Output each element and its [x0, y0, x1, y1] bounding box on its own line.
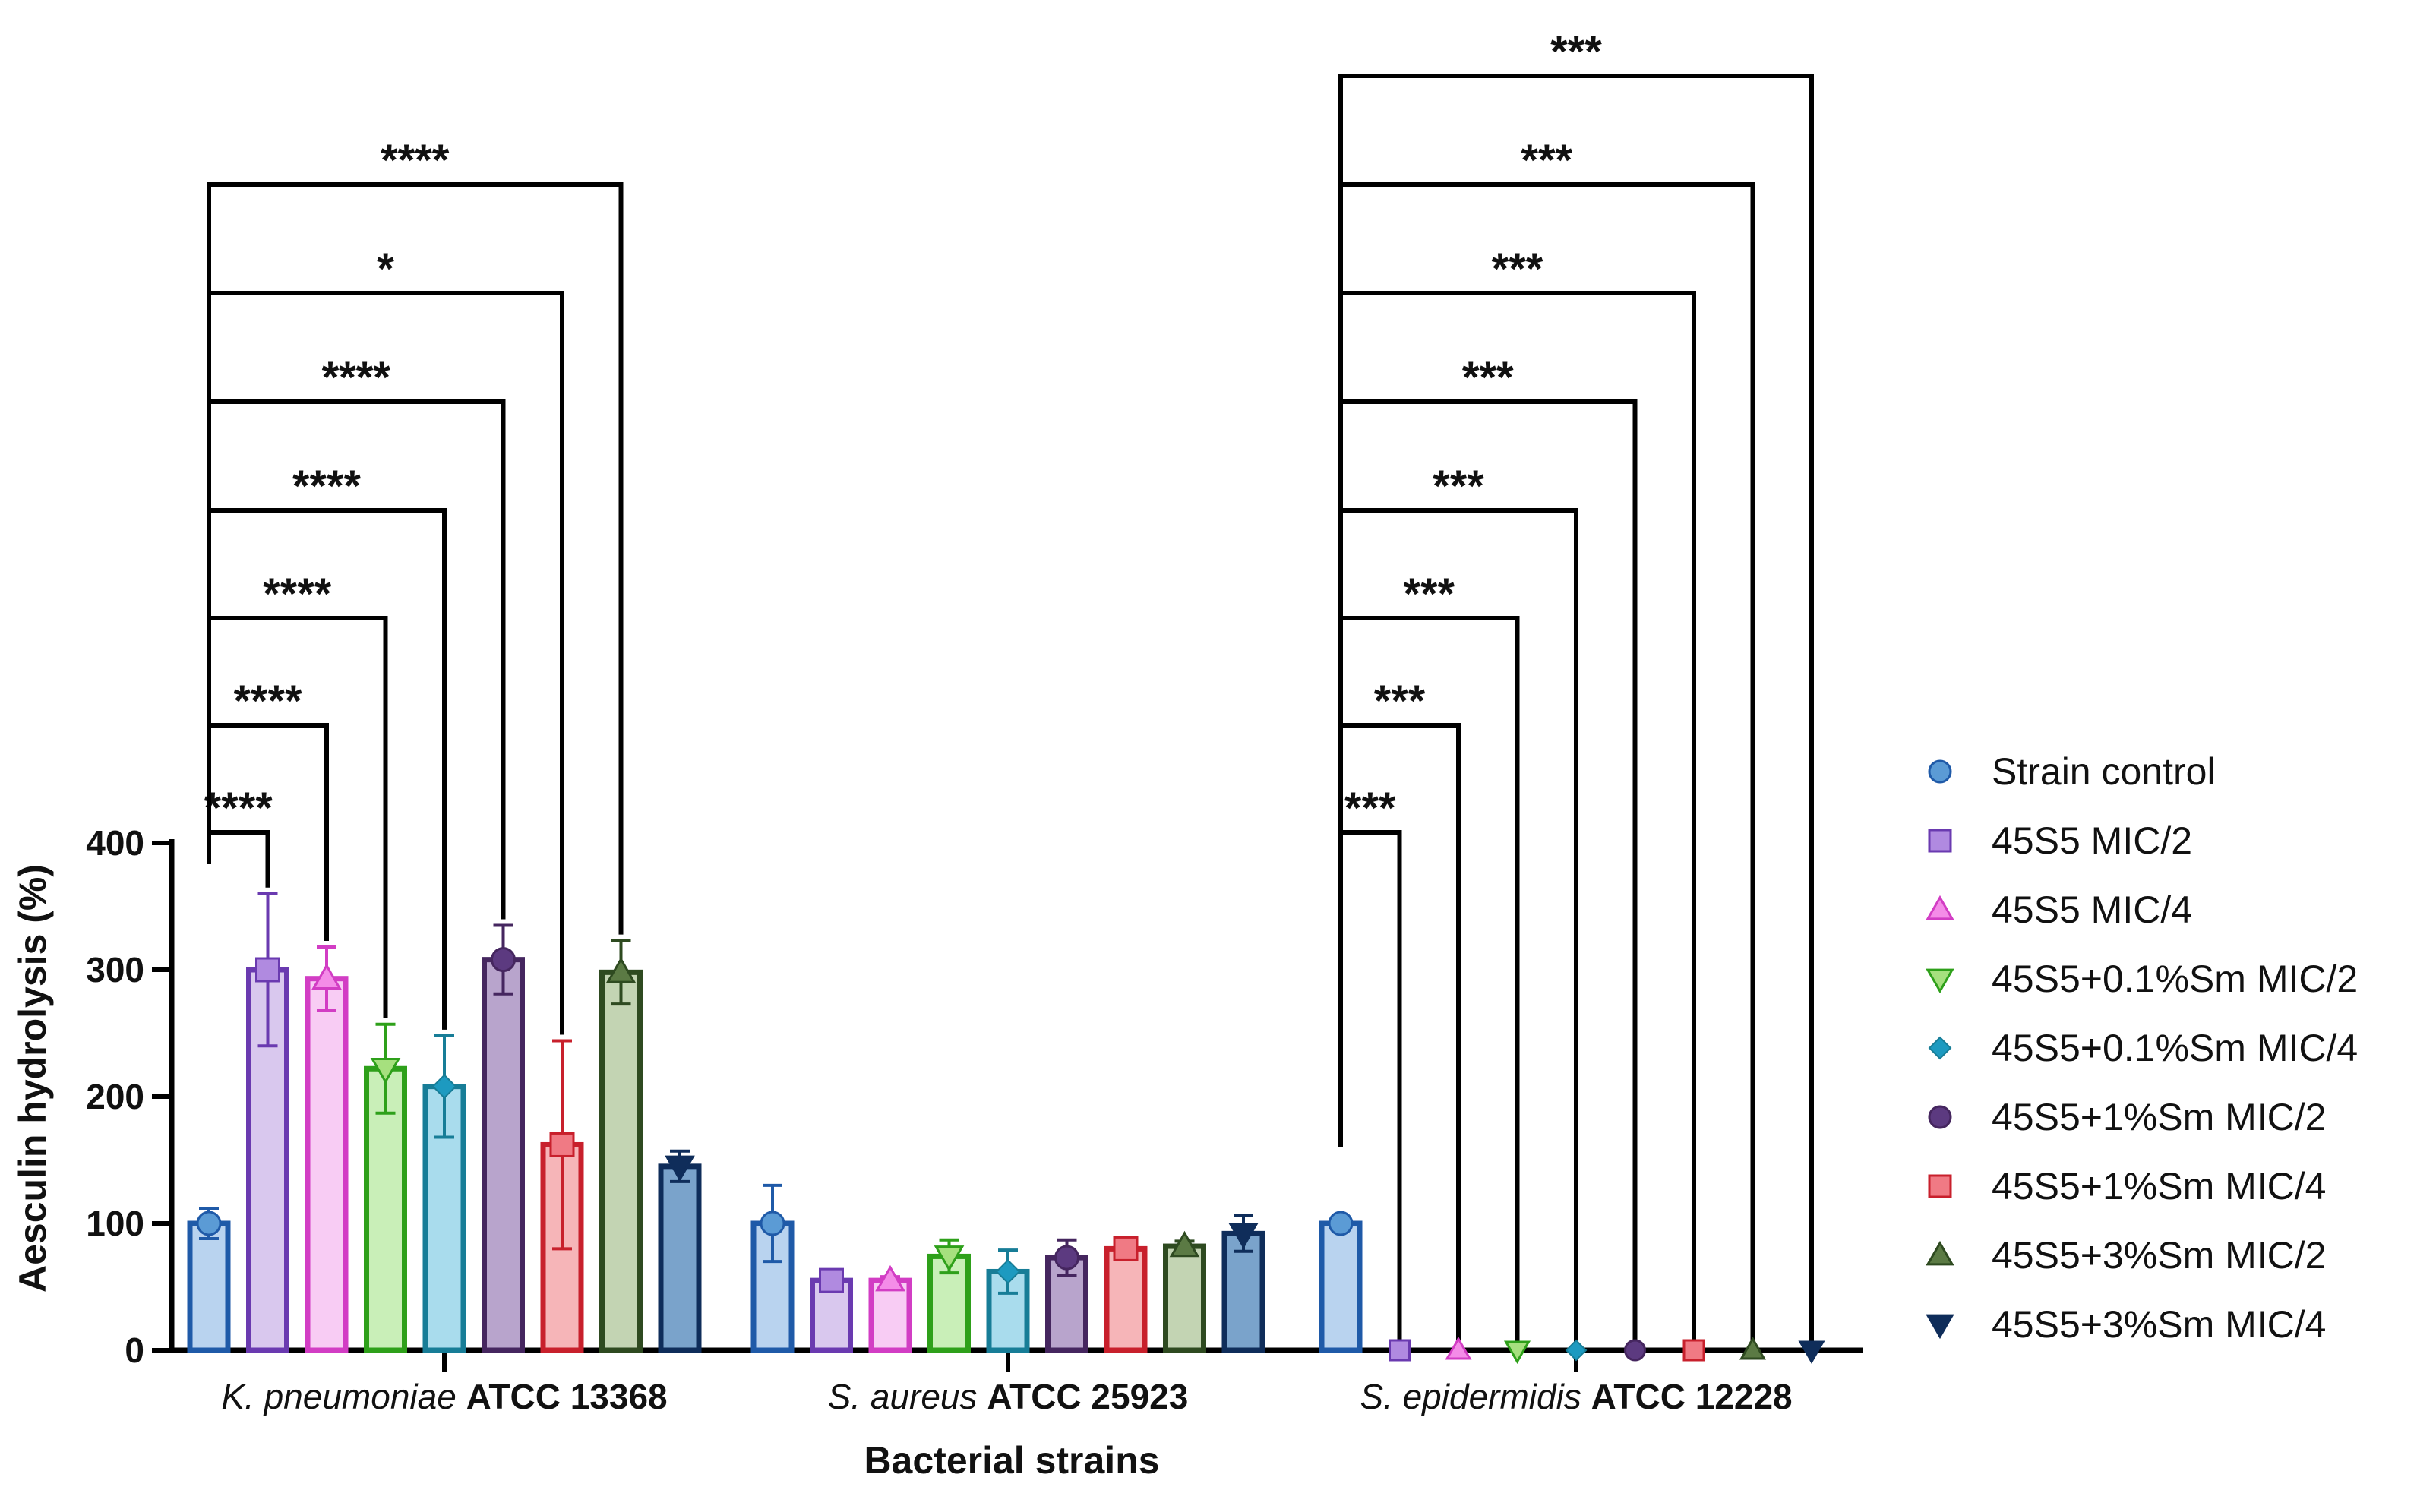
legend-label: 45S5+1%Sm MIC/2	[1992, 1096, 2326, 1138]
legend-label: 45S5+3%Sm MIC/4	[1992, 1303, 2326, 1346]
tick-labels: 0 100 200 300 400 K. pneumoniae ATCC 13368 S. …	[86, 823, 1792, 1416]
legend-label: 45S5 MIC/4	[1992, 889, 2192, 931]
legend-label: 45S5+0.1%Sm MIC/4	[1992, 1027, 2358, 1069]
legend-marker	[1928, 829, 1952, 853]
significance-label: ***	[1550, 27, 1602, 77]
data-point	[549, 1132, 575, 1157]
data-point	[1739, 1337, 1767, 1360]
y-tick-label: 0	[125, 1330, 144, 1370]
significance-label: ****	[204, 784, 273, 833]
legend: Strain control 45S5 MIC/2 45S5 MIC/4 45S5+0…	[1926, 750, 2358, 1346]
legend-marker	[1926, 1240, 1954, 1266]
significance-bracket	[207, 830, 270, 888]
data-point	[1503, 1340, 1531, 1364]
bar	[305, 976, 349, 1353]
significance-label: ***	[1521, 136, 1572, 185]
x-tick-label: S. epidermidis ATCC 12228	[1360, 1377, 1792, 1416]
x-tick-label: K. pneumoniae ATCC 13368	[221, 1377, 667, 1416]
significance-bracket	[1338, 399, 1638, 1349]
y-tick-label: 300	[86, 950, 144, 990]
data-point	[665, 1155, 695, 1182]
data-point	[370, 1058, 401, 1084]
significance-label: ***	[1403, 570, 1455, 619]
significance-bracket	[1338, 616, 1520, 1349]
significance-label: ***	[1344, 784, 1396, 833]
y-tick-label: 200	[86, 1077, 144, 1116]
data-point	[196, 1211, 222, 1236]
significance-label: ****	[381, 136, 450, 185]
significance-label: ****	[292, 462, 362, 511]
x-axis-label: Bacterial strains	[864, 1439, 1159, 1482]
legend-label: 45S5+1%Sm MIC/4	[1992, 1165, 2326, 1207]
significance-bracket	[1338, 74, 1814, 1349]
bar	[1104, 1245, 1148, 1353]
data-point	[1565, 1339, 1588, 1362]
legend-label: Strain control	[1992, 750, 2216, 793]
significance-label: ****	[322, 353, 391, 402]
x-tick-label: S. aureus ATCC 25923	[828, 1377, 1189, 1416]
data-point	[1328, 1211, 1354, 1236]
legend-marker	[1926, 895, 1954, 920]
data-point	[1389, 1339, 1411, 1362]
data-point	[311, 963, 342, 990]
data-point	[1682, 1339, 1705, 1362]
data-point	[1228, 1223, 1259, 1249]
data-point	[875, 1264, 905, 1292]
legend-marker	[1926, 1314, 1954, 1340]
legend-marker	[1928, 1174, 1952, 1198]
data-point	[819, 1267, 844, 1293]
significance-label: ***	[1462, 353, 1514, 402]
significance-bracket	[1338, 182, 1755, 1349]
y-axis-label: Aesculin hydrolysis (%)	[11, 864, 54, 1293]
data-point	[760, 1211, 785, 1236]
significance-label: *	[377, 245, 394, 294]
data-point	[1798, 1340, 1825, 1364]
significance-label: ***	[1374, 677, 1426, 726]
data-point	[605, 957, 637, 983]
bar	[187, 1220, 231, 1353]
data-point	[1054, 1245, 1079, 1271]
data-point	[995, 1259, 1021, 1284]
data-point	[255, 957, 280, 983]
significance-label: ***	[1492, 245, 1543, 294]
legend-marker	[1928, 1105, 1952, 1129]
significance-label: ****	[263, 570, 332, 619]
data-point	[934, 1245, 965, 1272]
legend-label: 45S5 MIC/2	[1992, 819, 2192, 862]
data-point	[1445, 1337, 1472, 1360]
data-point	[1624, 1339, 1646, 1362]
legend-marker	[1928, 1036, 1952, 1060]
bar	[599, 969, 643, 1353]
data-point	[491, 947, 516, 973]
bar	[658, 1163, 702, 1353]
y-tick-label: 100	[86, 1204, 144, 1243]
legend-label: 45S5+3%Sm MIC/2	[1992, 1234, 2326, 1277]
bars	[187, 892, 1825, 1364]
significance-label: ****	[233, 677, 302, 726]
significance-label: ***	[1433, 462, 1484, 511]
y-tick-label: 400	[86, 823, 144, 863]
significance-bracket	[207, 182, 624, 935]
bar	[1319, 1220, 1363, 1353]
significance-brackets: ****************************************…	[204, 27, 1814, 1349]
bar	[1163, 1243, 1206, 1353]
legend-label: 45S5+0.1%Sm MIC/2	[1992, 958, 2358, 1000]
bar	[482, 957, 525, 1353]
data-point	[431, 1074, 457, 1100]
bar	[986, 1268, 1030, 1353]
data-point	[1113, 1236, 1139, 1261]
data-point	[1169, 1230, 1200, 1258]
legend-marker	[1926, 968, 1954, 994]
legend-marker	[1928, 759, 1952, 784]
